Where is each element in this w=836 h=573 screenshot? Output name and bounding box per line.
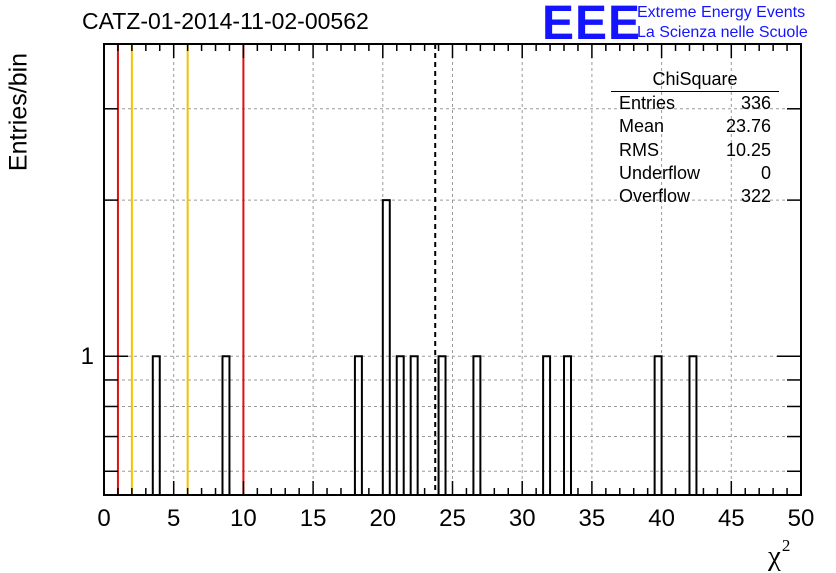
x-tick-label: 45 <box>718 505 745 532</box>
histogram-bar <box>563 355 572 495</box>
stats-label: Overflow <box>619 186 691 207</box>
histogram-bar <box>381 199 391 495</box>
histogram-bar <box>395 355 405 495</box>
stats-value: 10.25 <box>725 139 771 160</box>
logo-caption-line1: Extreme Energy Events <box>637 4 806 21</box>
x-axis-label-superscript: 2 <box>781 536 791 555</box>
x-tick-label: 35 <box>579 505 606 532</box>
logo-caption: Extreme Energy Events La Scienza nelle S… <box>637 3 808 43</box>
histogram-bar <box>437 355 447 495</box>
x-tick-label: 30 <box>509 505 536 532</box>
stats-label: Underflow <box>619 162 701 183</box>
histogram-bar <box>353 355 363 495</box>
chart-title: CATZ-01-2014-11-02-00562 <box>82 8 369 34</box>
histogram-bar <box>653 355 663 495</box>
stats-row-entries: Entries 336 <box>611 92 779 115</box>
x-tick-label: 50 <box>788 505 815 532</box>
x-tick-label: 10 <box>230 505 257 532</box>
stats-label: Entries <box>619 93 676 113</box>
x-tick-label: 5 <box>167 505 180 532</box>
stats-value: 322 <box>740 186 771 207</box>
histogram-bar <box>409 355 419 495</box>
x-tick-label: 20 <box>369 505 396 532</box>
x-tick-label: 15 <box>300 505 327 532</box>
x-tick-label: 0 <box>97 505 110 532</box>
stats-value: 0 <box>760 162 771 183</box>
x-axis-label-text: χ <box>768 540 781 572</box>
plot-area <box>104 44 801 495</box>
histogram-bar <box>688 355 698 495</box>
eee-logo: EEE <box>542 0 642 50</box>
stats-row-underflow: Underflow 0 <box>611 162 779 185</box>
y-axis-label: Entries/bin <box>4 52 33 172</box>
y-tick-label: 1 <box>81 343 94 370</box>
stats-box-title: ChiSquare <box>611 68 779 92</box>
stats-value: 336 <box>740 93 771 113</box>
histogram-bar <box>542 355 552 495</box>
histogram-bar <box>151 355 161 495</box>
histogram-bar <box>472 355 482 495</box>
x-tick-label: 40 <box>648 505 675 532</box>
histogram-bar <box>221 355 231 495</box>
stats-value: 23.76 <box>725 116 771 137</box>
stats-row-overflow: Overflow 322 <box>611 185 779 208</box>
logo-caption-line2: La Scienza nelle Scuole <box>637 24 808 41</box>
stats-label: RMS <box>619 139 659 160</box>
stats-row-mean: Mean 23.76 <box>611 115 779 138</box>
x-axis-label: χ2 <box>768 536 790 573</box>
x-tick-label: 25 <box>439 505 466 532</box>
stats-label: Mean <box>619 116 665 137</box>
stats-box: ChiSquare Entries 336 Mean 23.76 RMS 10.… <box>611 68 779 208</box>
stats-row-rms: RMS 10.25 <box>611 139 779 162</box>
